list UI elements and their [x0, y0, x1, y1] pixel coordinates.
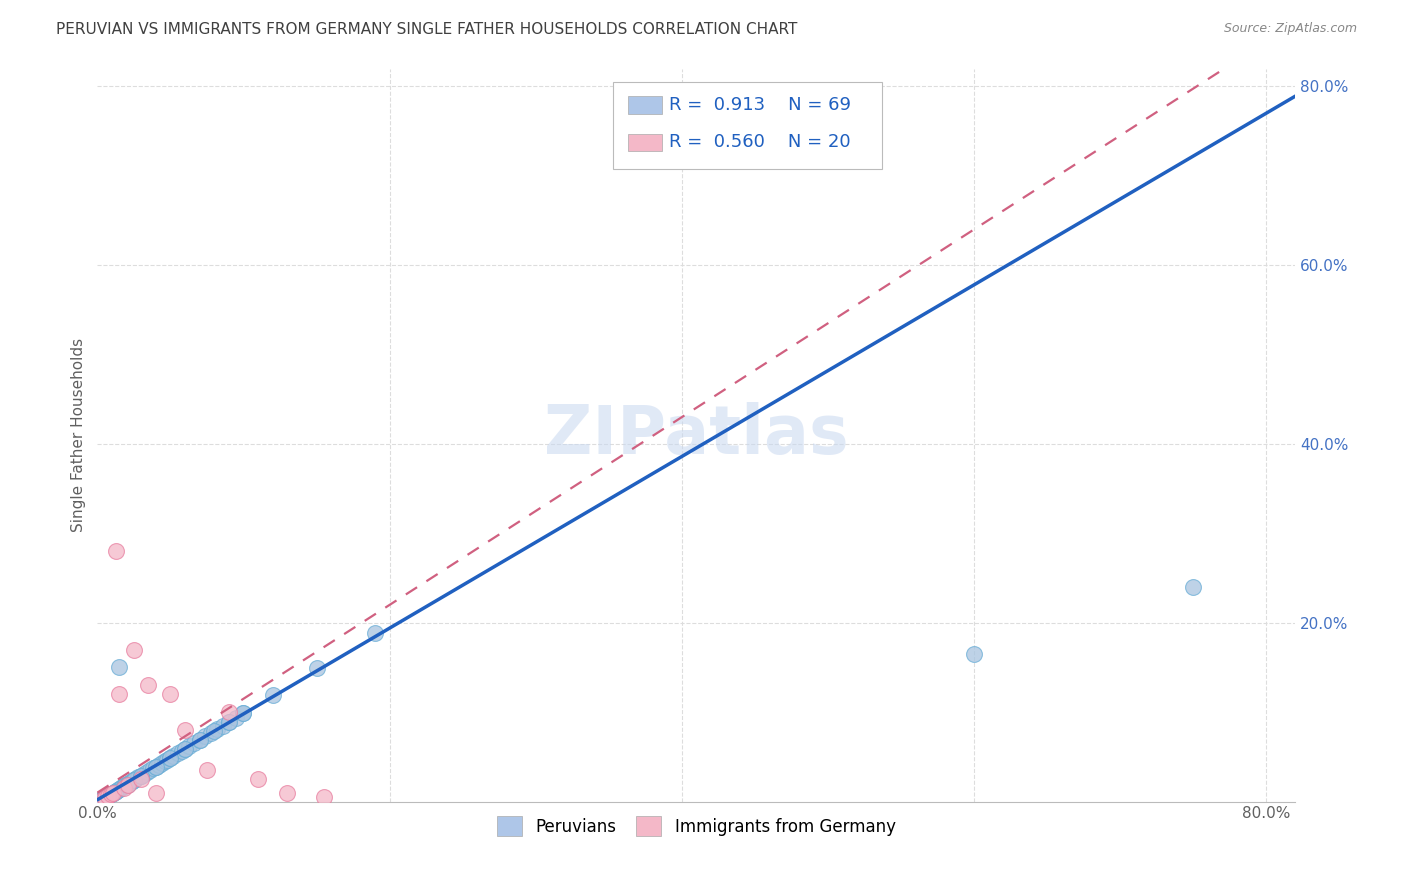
Point [195, 764, 218, 778]
Point [212, 718, 235, 732]
Point [364, 625, 387, 640]
Point [120, 775, 142, 789]
Y-axis label: Single Father Households: Single Father Households [72, 338, 86, 533]
Point [194, 729, 217, 743]
Point [139, 764, 162, 778]
Point [112, 780, 135, 794]
Point [172, 744, 194, 758]
Point [174, 741, 197, 756]
Point [148, 758, 170, 772]
Point [129, 772, 152, 787]
Point [188, 732, 211, 747]
Text: PERUVIAN VS IMMIGRANTS FROM GERMANY SINGLE FATHER HOUSEHOLDS CORRELATION CHART: PERUVIAN VS IMMIGRANTS FROM GERMANY SING… [56, 22, 797, 37]
Point [132, 767, 155, 781]
Point [200, 725, 222, 739]
Point [108, 660, 131, 674]
Point [225, 710, 247, 724]
Legend: Peruvians, Immigrants from Germany: Peruvians, Immigrants from Germany [489, 807, 904, 845]
Point [159, 751, 181, 765]
Point [153, 755, 176, 769]
Point [136, 765, 159, 780]
Point [122, 773, 145, 788]
Point [94, 789, 117, 804]
Point [117, 779, 139, 793]
Point [218, 714, 240, 729]
Point [98, 789, 121, 803]
Point [127, 771, 149, 785]
Point [105, 784, 128, 798]
Point [90, 793, 112, 807]
Point [232, 706, 254, 720]
Text: R =  0.913    N = 69: R = 0.913 N = 69 [669, 95, 851, 113]
Point [142, 762, 165, 776]
Point [112, 781, 135, 796]
Point [104, 785, 127, 799]
FancyBboxPatch shape [628, 96, 662, 114]
Point [115, 778, 138, 792]
Point [159, 751, 181, 765]
Point [276, 786, 298, 800]
Point [1182, 580, 1205, 594]
Point [103, 786, 125, 800]
Point [174, 741, 197, 756]
Point [162, 749, 184, 764]
Point [138, 678, 160, 692]
Point [93, 791, 115, 805]
Point [312, 790, 335, 805]
Point [104, 785, 127, 799]
Point [121, 774, 143, 789]
Point [232, 706, 254, 720]
Text: R =  0.560    N = 20: R = 0.560 N = 20 [669, 133, 851, 151]
Text: ZIPatlas: ZIPatlas [544, 402, 849, 468]
Point [107, 783, 129, 797]
Point [103, 786, 125, 800]
Point [145, 760, 167, 774]
Point [97, 789, 120, 803]
Point [122, 773, 145, 788]
Point [117, 777, 139, 791]
Point [93, 791, 115, 805]
Point [963, 647, 986, 661]
Point [150, 756, 173, 771]
Point [156, 753, 179, 767]
FancyBboxPatch shape [628, 134, 662, 152]
Point [129, 769, 152, 783]
Point [91, 791, 114, 805]
Point [145, 786, 167, 800]
Point [202, 723, 225, 738]
Point [90, 792, 112, 806]
Point [105, 544, 128, 558]
Point [111, 780, 134, 795]
Point [188, 732, 211, 747]
Point [110, 781, 132, 796]
Point [108, 687, 131, 701]
FancyBboxPatch shape [613, 82, 882, 169]
Point [145, 760, 167, 774]
Point [114, 779, 136, 793]
Point [122, 642, 145, 657]
Point [166, 747, 188, 761]
Point [108, 782, 131, 797]
Point [93, 790, 115, 805]
Point [124, 772, 146, 787]
Point [129, 769, 152, 783]
Point [100, 788, 122, 802]
Point [179, 739, 201, 753]
Point [98, 789, 121, 803]
Point [118, 776, 141, 790]
Point [115, 778, 138, 792]
Point [247, 772, 270, 787]
Point [262, 688, 284, 702]
Point [183, 736, 205, 750]
Point [218, 705, 240, 719]
Point [97, 789, 120, 804]
Point [205, 722, 228, 736]
Point [218, 714, 240, 729]
Text: Source: ZipAtlas.com: Source: ZipAtlas.com [1223, 22, 1357, 36]
Point [100, 788, 122, 802]
Point [174, 723, 197, 737]
Point [305, 661, 328, 675]
Point [101, 787, 124, 801]
Point [159, 687, 181, 701]
